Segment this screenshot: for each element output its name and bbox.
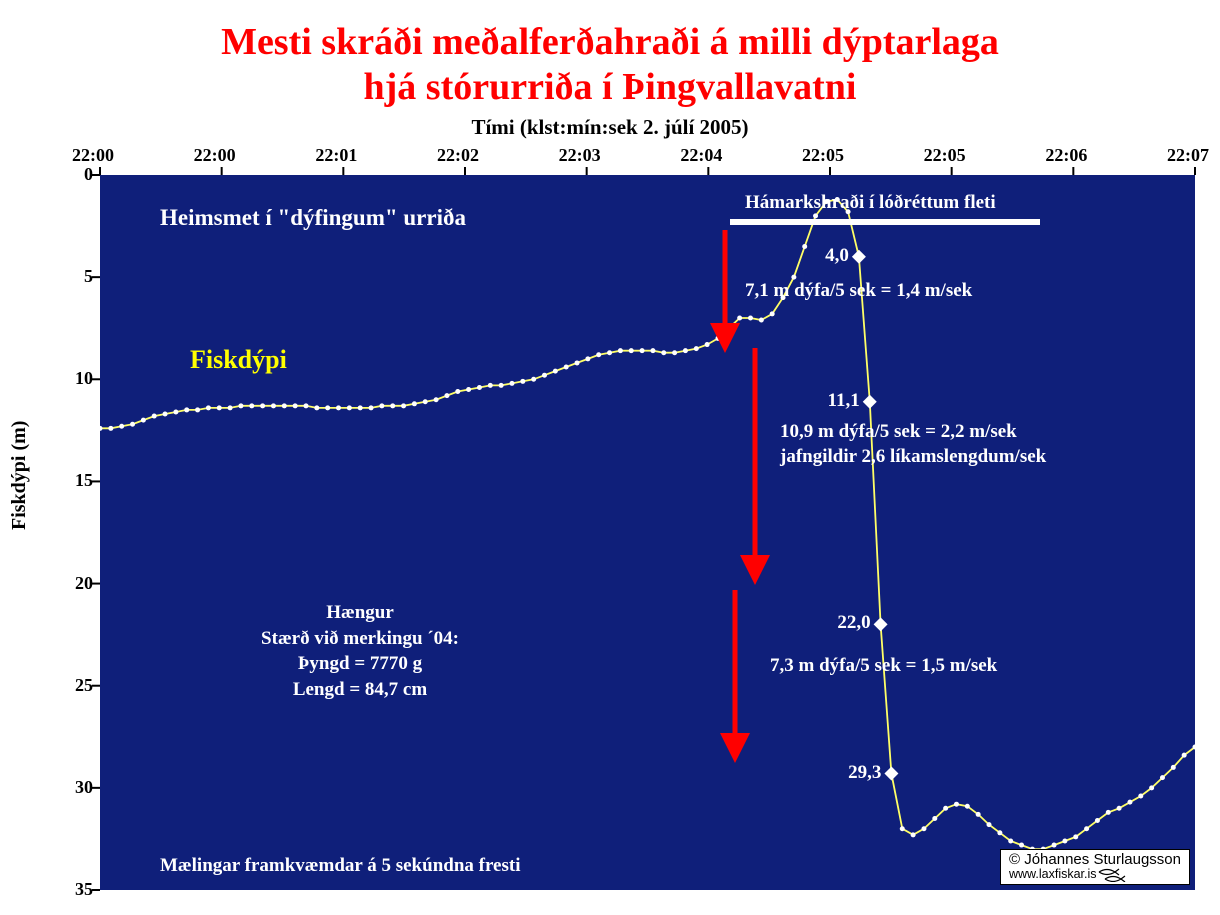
depth-point-label: 11,1 — [810, 390, 860, 412]
x-tick: 22:00 — [72, 145, 114, 166]
credit-box: © Jóhannes Sturlaugsson www.laxfiskar.is — [1000, 849, 1190, 885]
x-tick: 22:00 — [194, 145, 236, 166]
anno-dive-1: 7,1 m dýfa/5 sek = 1,4 m/sek — [745, 280, 972, 302]
y-tick: 5 — [55, 266, 93, 287]
anno-heimsmet: Heimsmet í "dýfingum" urriða — [160, 205, 466, 231]
y-tick: 0 — [55, 164, 93, 185]
x-tick: 22:07 — [1167, 145, 1209, 166]
depth-point-label: 22,0 — [821, 612, 871, 634]
x-tick: 22:01 — [315, 145, 357, 166]
y-tick: 30 — [55, 777, 93, 798]
y-tick: 20 — [55, 573, 93, 594]
anno-dive-3: 7,3 m dýfa/5 sek = 1,5 m/sek — [770, 655, 997, 677]
y-tick: 35 — [55, 879, 93, 900]
depth-point-label: 4,0 — [799, 245, 849, 267]
anno-haengur: HængurStærð við merkingu ´04:Þyngd = 777… — [210, 600, 510, 703]
y-tick: 15 — [55, 470, 93, 491]
y-tick: 25 — [55, 675, 93, 696]
x-tick: 22:03 — [559, 145, 601, 166]
x-tick: 22:05 — [802, 145, 844, 166]
anno-dive-2: 10,9 m dýfa/5 sek = 2,2 m/sekjafngildir … — [780, 420, 1046, 469]
credit-line2: www.laxfiskar.is — [1009, 867, 1097, 881]
depth-point-label: 29,3 — [831, 762, 881, 784]
credit-line1: © Jóhannes Sturlaugsson — [1009, 851, 1181, 868]
x-tick: 22:05 — [924, 145, 966, 166]
anno-maelingar: Mælingar framkvæmdar á 5 sekúndna fresti — [160, 855, 521, 877]
x-tick: 22:06 — [1045, 145, 1087, 166]
x-tick: 22:02 — [437, 145, 479, 166]
x-tick: 22:04 — [680, 145, 722, 166]
y-tick: 10 — [55, 368, 93, 389]
anno-hamarks: Hámarkshraði í lóðréttum fleti — [745, 192, 996, 214]
anno-fiskdypi: Fiskdýpi — [190, 345, 287, 375]
fish-icon — [1097, 868, 1131, 882]
